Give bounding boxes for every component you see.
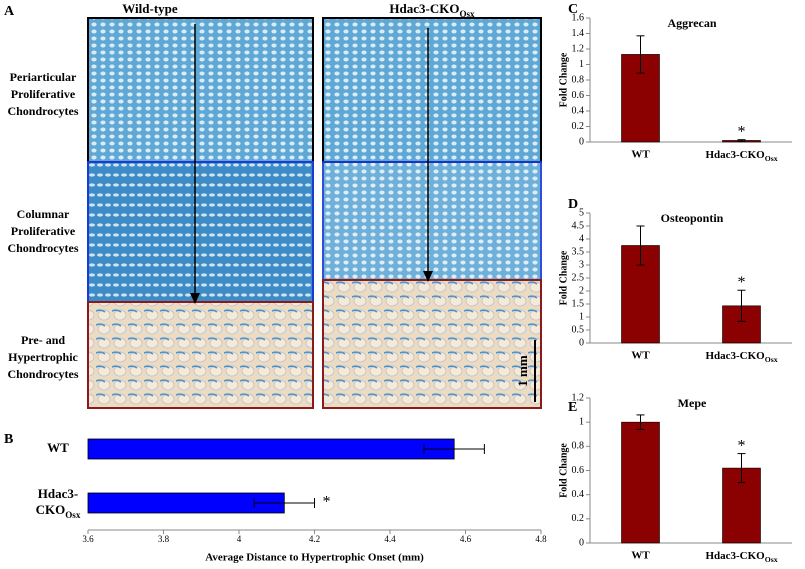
y-axis-title: Fold Change (558, 443, 569, 498)
panel-a-images (87, 17, 542, 409)
column-title-text: Wild-type (122, 1, 178, 16)
y-tick-label: 0.4 (572, 489, 585, 500)
y-tick-label: 1.2 (572, 43, 585, 54)
y-tick-label: 0.8 (572, 74, 585, 85)
y-tick-label: 1.5 (572, 298, 585, 309)
x-tick-label: 4.8 (535, 534, 547, 544)
zone-label: Chondrocytes (7, 367, 78, 381)
category-label: WT (631, 550, 650, 562)
y-tick-label: 0.6 (572, 90, 585, 101)
significance-star: * (738, 123, 746, 140)
error-bar (737, 453, 746, 484)
category-label-text: Hdac3-CKO (705, 350, 765, 362)
x-tick-label: 4 (237, 534, 242, 544)
chart-title: Mepe (678, 396, 707, 410)
x-tick-label: 3.8 (158, 534, 170, 544)
error-bar (737, 289, 746, 322)
y-tick-label: 0.8 (572, 441, 585, 452)
panel-letter: A (4, 4, 15, 19)
error-bar (253, 498, 315, 508)
category-label-sub: Osx (765, 355, 778, 364)
category-label: WT (631, 350, 650, 362)
category-label-text: Hdac3-CKO (705, 149, 765, 161)
significance-star: * (738, 437, 746, 454)
category-label: Hdac3- (38, 486, 78, 501)
zone-label: Pre- and (21, 333, 65, 347)
panel-letter: D (568, 197, 578, 212)
panel-letter: E (568, 400, 577, 415)
significance-star: * (738, 274, 746, 291)
x-tick-label: 4.4 (384, 534, 396, 544)
category-label-sub: Osx (765, 555, 778, 564)
y-tick-label: 1.6 (572, 12, 585, 23)
category-label-sub: Osx (765, 154, 778, 163)
y-tick-label: 0 (579, 337, 584, 348)
y-tick-label: 3 (579, 259, 584, 270)
zone-label: Columnar (17, 207, 70, 221)
zone-label: Periarticular (10, 70, 77, 84)
category-label-text: CKO (36, 502, 66, 517)
y-tick-label: 4.5 (572, 220, 585, 231)
category-label: Hdac3-CKOOsx (705, 550, 777, 565)
y-tick-label: 1 (579, 416, 584, 427)
column-title: Hdac3-CKOOsx (389, 1, 475, 19)
error-bar (636, 414, 645, 430)
chart-title: Osteopontin (661, 211, 724, 225)
zone-label: Proliferative (11, 224, 76, 238)
category-label: Hdac3-CKOOsx (705, 350, 777, 365)
y-tick-label: 0 (579, 136, 584, 147)
significance-star: * (323, 494, 331, 511)
error-bar (737, 139, 746, 142)
x-tick-label: 4.2 (309, 534, 320, 544)
y-tick-label: 0.2 (572, 513, 585, 524)
panel-letter: C (568, 2, 578, 17)
x-tick-label: 4.6 (460, 534, 472, 544)
y-tick-label: 3.5 (572, 246, 585, 257)
y-tick-label: 1 (579, 59, 584, 70)
y-tick-label: 0.6 (572, 465, 585, 476)
y-axis-title: Fold Change (558, 52, 569, 107)
x-axis-title: Average Distance to Hypertrophic Onset (… (205, 552, 424, 564)
x-tick-label: 3.6 (82, 534, 94, 544)
zone-label: Hypertrophic (8, 350, 78, 364)
category-label-text: Hdac3- (38, 486, 78, 501)
y-tick-label: 4 (579, 233, 584, 244)
zone-label: Proliferative (11, 87, 76, 101)
zone-label: Chondrocytes (7, 241, 78, 255)
y-tick-label: 5 (579, 207, 584, 218)
y-tick-label: 0.4 (572, 105, 585, 116)
y-tick-label: 1 (579, 311, 584, 322)
column-title-text: Hdac3-CKO (389, 1, 459, 16)
category-label-text: Hdac3-CKO (705, 550, 765, 562)
y-axis-title: Fold Change (558, 250, 569, 305)
y-tick-label: 2.5 (572, 272, 585, 283)
y-tick-label: 1.4 (572, 28, 585, 39)
category-label-sub: Osx (65, 510, 81, 520)
column-title: Wild-type (122, 1, 178, 16)
y-tick-label: 2 (579, 285, 584, 296)
category-label: Hdac3-CKOOsx (705, 149, 777, 164)
category-label: WT (631, 149, 650, 161)
bar (87, 438, 455, 460)
zone-label: Chondrocytes (7, 104, 78, 118)
category-label: WT (47, 440, 69, 455)
scale-bar-label: 1 mm (515, 355, 530, 387)
panel-letter: B (4, 432, 13, 447)
category-label: CKOOsx (36, 502, 81, 520)
y-tick-label: 0.5 (572, 324, 585, 335)
error-bar (636, 35, 645, 74)
bar (621, 421, 660, 544)
error-bar (636, 225, 645, 266)
column-title-sub: Osx (459, 9, 475, 19)
y-tick-label: 1.2 (572, 392, 585, 403)
y-tick-label: 0.2 (572, 121, 585, 132)
y-tick-label: 0 (579, 537, 584, 548)
error-bar (423, 444, 485, 454)
chart-title: Aggrecan (667, 16, 716, 30)
